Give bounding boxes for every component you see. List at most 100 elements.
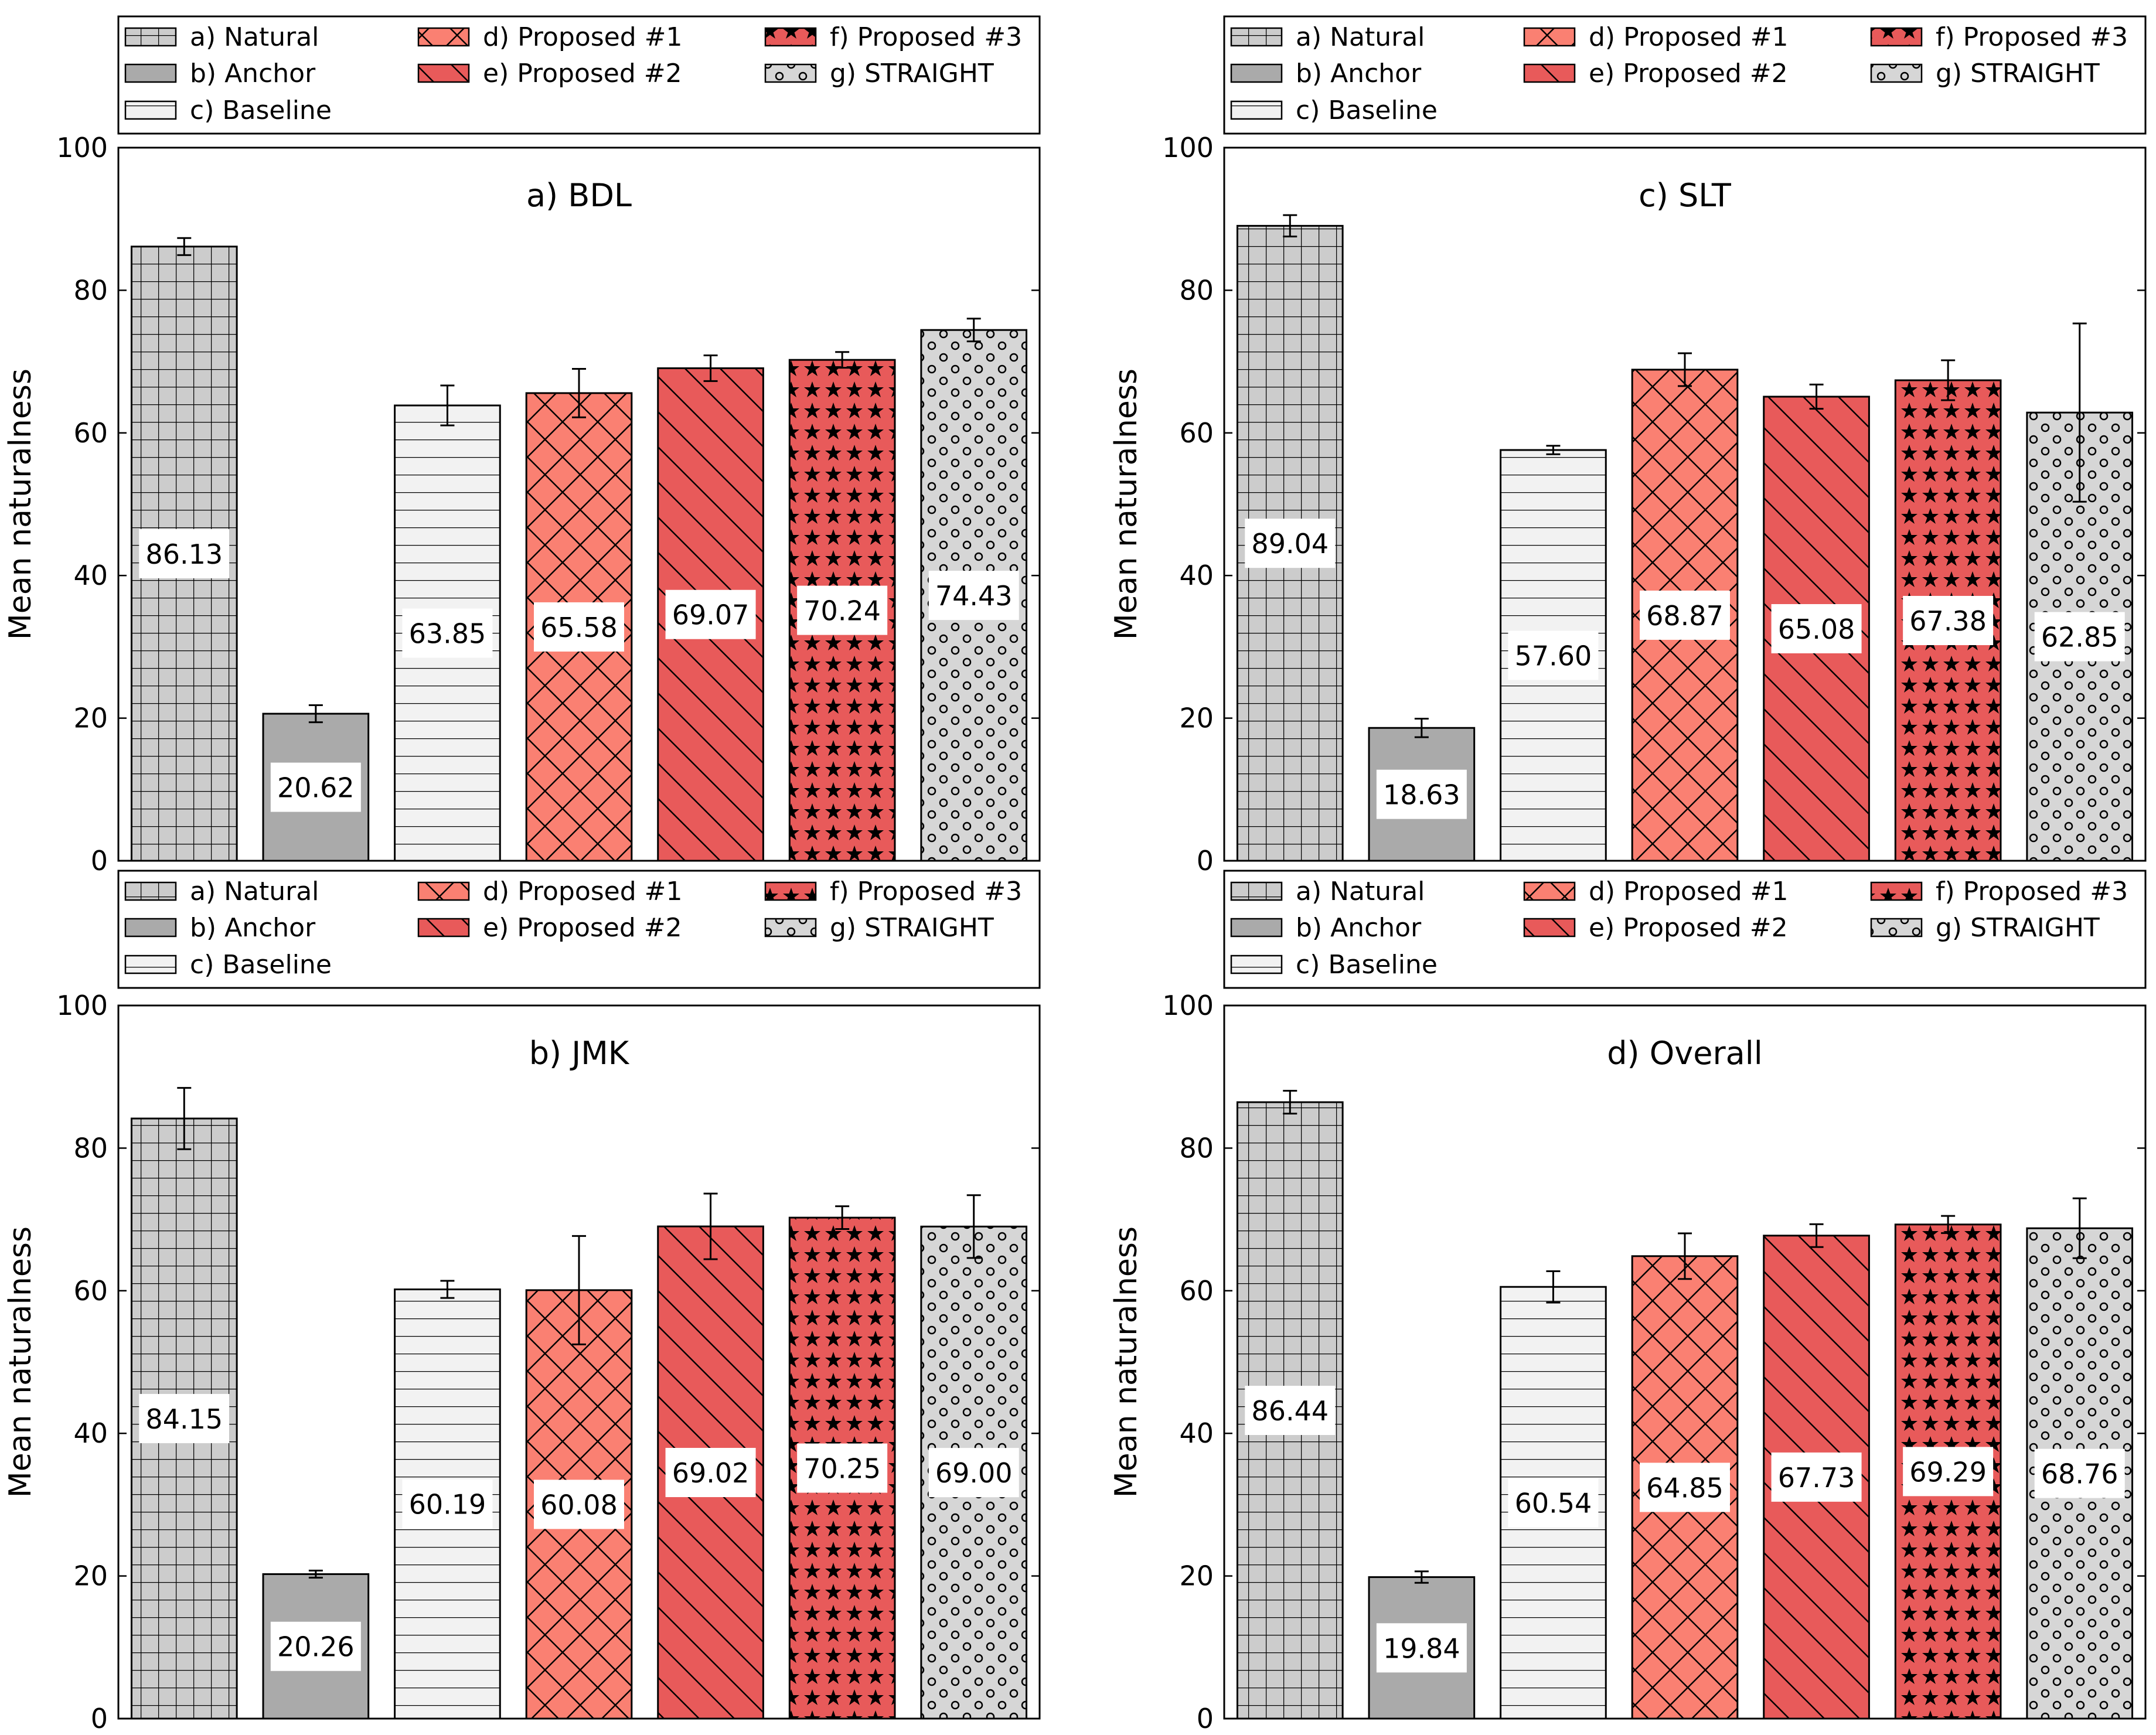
y-tick-label: 0: [91, 1703, 108, 1734]
legend: a) Natural b) Anchor c) Baseline d) Propose…: [117, 870, 1041, 989]
error-bar: [1283, 1090, 1297, 1114]
value-label-box: [139, 529, 230, 578]
error-bar: [1941, 1215, 1956, 1234]
value-label-box: [1508, 630, 1599, 680]
bar-proposed1: 68.87: [1631, 352, 1739, 862]
chart-panel-a-bdl: a) Natural b) Anchor c) Baseline d) Propose…: [3, 15, 1041, 877]
legend-label-proposed2: e) Proposed #2: [483, 913, 682, 943]
legend-label-natural: a) Natural: [190, 22, 319, 52]
bar-proposed3: 70.25: [788, 1205, 896, 1720]
legend-swatch-proposed1: [417, 27, 470, 47]
y-tick-label: 100: [56, 132, 108, 163]
legend-swatch-straight: [764, 63, 817, 83]
bar-proposed3: 67.38: [1894, 359, 2002, 862]
value-label-box: [270, 762, 361, 812]
legend-label-straight: g) STRAIGHT: [1936, 913, 2100, 943]
bar-proposed3: 70.24: [788, 351, 896, 862]
bar-baseline: 63.85: [394, 384, 501, 862]
error-bar: [440, 1280, 455, 1299]
legend-label-baseline: c) Baseline: [1296, 950, 1438, 980]
value-label-box: [2034, 1448, 2125, 1498]
legend-swatch-proposed2: [417, 63, 470, 83]
chart-title: c) SLT: [1639, 177, 1732, 214]
legend-label-natural: a) Natural: [190, 877, 319, 906]
legend-label-anchor: b) Anchor: [1296, 59, 1422, 88]
bar-anchor: 20.26: [262, 1569, 370, 1720]
chart-title: d) Overall: [1607, 1035, 1763, 1072]
y-tick-label: 0: [1197, 845, 1214, 877]
error-bar: [1546, 445, 1561, 455]
value-label-box: [534, 602, 624, 652]
value-label: 18.63: [1383, 779, 1460, 811]
y-axis-label: Mean naturalness: [3, 369, 38, 640]
bar-straight: 68.76: [2026, 1197, 2134, 1720]
error-bar: [177, 237, 192, 256]
y-axis: 0 20 40 60 80 100: [56, 990, 1040, 1734]
value-label: 74.43: [935, 580, 1013, 612]
error-bar: [2072, 322, 2087, 503]
legend-swatch-proposed3: [764, 881, 817, 901]
value-label: 67.73: [1778, 1462, 1855, 1494]
value-label-box: [797, 585, 888, 635]
legend-swatch-straight: [1870, 63, 1923, 83]
legend-swatch-natural: [124, 881, 177, 901]
y-tick-label: 40: [1179, 560, 1214, 591]
plot-frame: [1223, 1004, 2147, 1720]
legend-label-natural: a) Natural: [1296, 22, 1425, 52]
legend-label-anchor: b) Anchor: [190, 59, 316, 88]
legend-label-proposed3: f) Proposed #3: [830, 22, 1022, 52]
bars: 86.44 19.84 60.54 64.85 67.73 69.29 68.76: [1236, 1090, 2134, 1720]
legend-swatch-anchor: [124, 63, 177, 83]
error-bar: [835, 1205, 850, 1230]
legend-label-proposed1: d) Proposed #1: [1589, 22, 1789, 52]
value-label-box: [1640, 590, 1730, 640]
error-bar: [177, 1087, 192, 1150]
value-label-box: [928, 1448, 1019, 1498]
bars: 86.13 20.62 63.85 65.58 69.07 70.24 74.43: [130, 237, 1028, 862]
value-label-box: [402, 1479, 493, 1529]
value-label: 86.44: [1251, 1395, 1329, 1427]
bar-straight: 69.00: [920, 1194, 1028, 1720]
y-tick-label: 20: [1179, 1560, 1214, 1592]
value-label-box: [1903, 595, 1994, 645]
value-label: 68.87: [1646, 600, 1724, 632]
value-label: 60.19: [409, 1489, 486, 1521]
legend-swatch-anchor: [124, 918, 177, 938]
legend-swatch-proposed3: [1870, 27, 1923, 47]
legend-label-straight: g) STRAIGHT: [830, 59, 994, 88]
value-label: 60.54: [1515, 1488, 1592, 1519]
y-tick-label: 0: [1197, 1703, 1214, 1734]
bar-anchor: 20.62: [262, 704, 370, 862]
bar-anchor: 19.84: [1368, 1570, 1476, 1720]
value-label: 57.60: [1515, 640, 1592, 672]
legend-label-baseline: c) Baseline: [190, 950, 332, 980]
value-label: 69.02: [672, 1457, 750, 1489]
value-label: 63.85: [409, 618, 486, 649]
value-label: 20.62: [277, 772, 355, 804]
y-tick-label: 20: [1179, 703, 1214, 734]
value-label: 64.85: [1646, 1472, 1724, 1504]
y-tick-label: 80: [73, 1132, 108, 1164]
legend-swatch-anchor: [1230, 63, 1283, 83]
bars: 89.04 18.63 57.60 68.87 65.08 67.38 62.85: [1236, 214, 2134, 862]
legend-label-anchor: b) Anchor: [1296, 913, 1422, 943]
bar-anchor: 18.63: [1368, 717, 1476, 862]
error-bar: [2072, 1197, 2087, 1259]
y-tick-label: 60: [73, 1275, 108, 1307]
error-bar: [1809, 1223, 1824, 1248]
bar-proposed3: 69.29: [1894, 1215, 2002, 1720]
plot-frame: [117, 1004, 1041, 1720]
legend-label-anchor: b) Anchor: [190, 913, 316, 943]
bar-baseline: 57.60: [1500, 445, 1607, 862]
legend-swatch-proposed2: [1523, 63, 1576, 83]
value-label: 84.15: [145, 1403, 223, 1435]
value-label-box: [1640, 1463, 1730, 1512]
error-bar: [1414, 1570, 1429, 1584]
legend-label-straight: g) STRAIGHT: [830, 913, 994, 943]
bar-proposed2: 69.02: [657, 1192, 764, 1720]
legend-label-proposed3: f) Proposed #3: [830, 877, 1022, 906]
error-bar: [1283, 214, 1297, 238]
legend-swatch-baseline: [1230, 955, 1283, 974]
legend: a) Natural b) Anchor c) Baseline d) Propose…: [1223, 870, 2147, 989]
value-label-box: [928, 571, 1019, 621]
